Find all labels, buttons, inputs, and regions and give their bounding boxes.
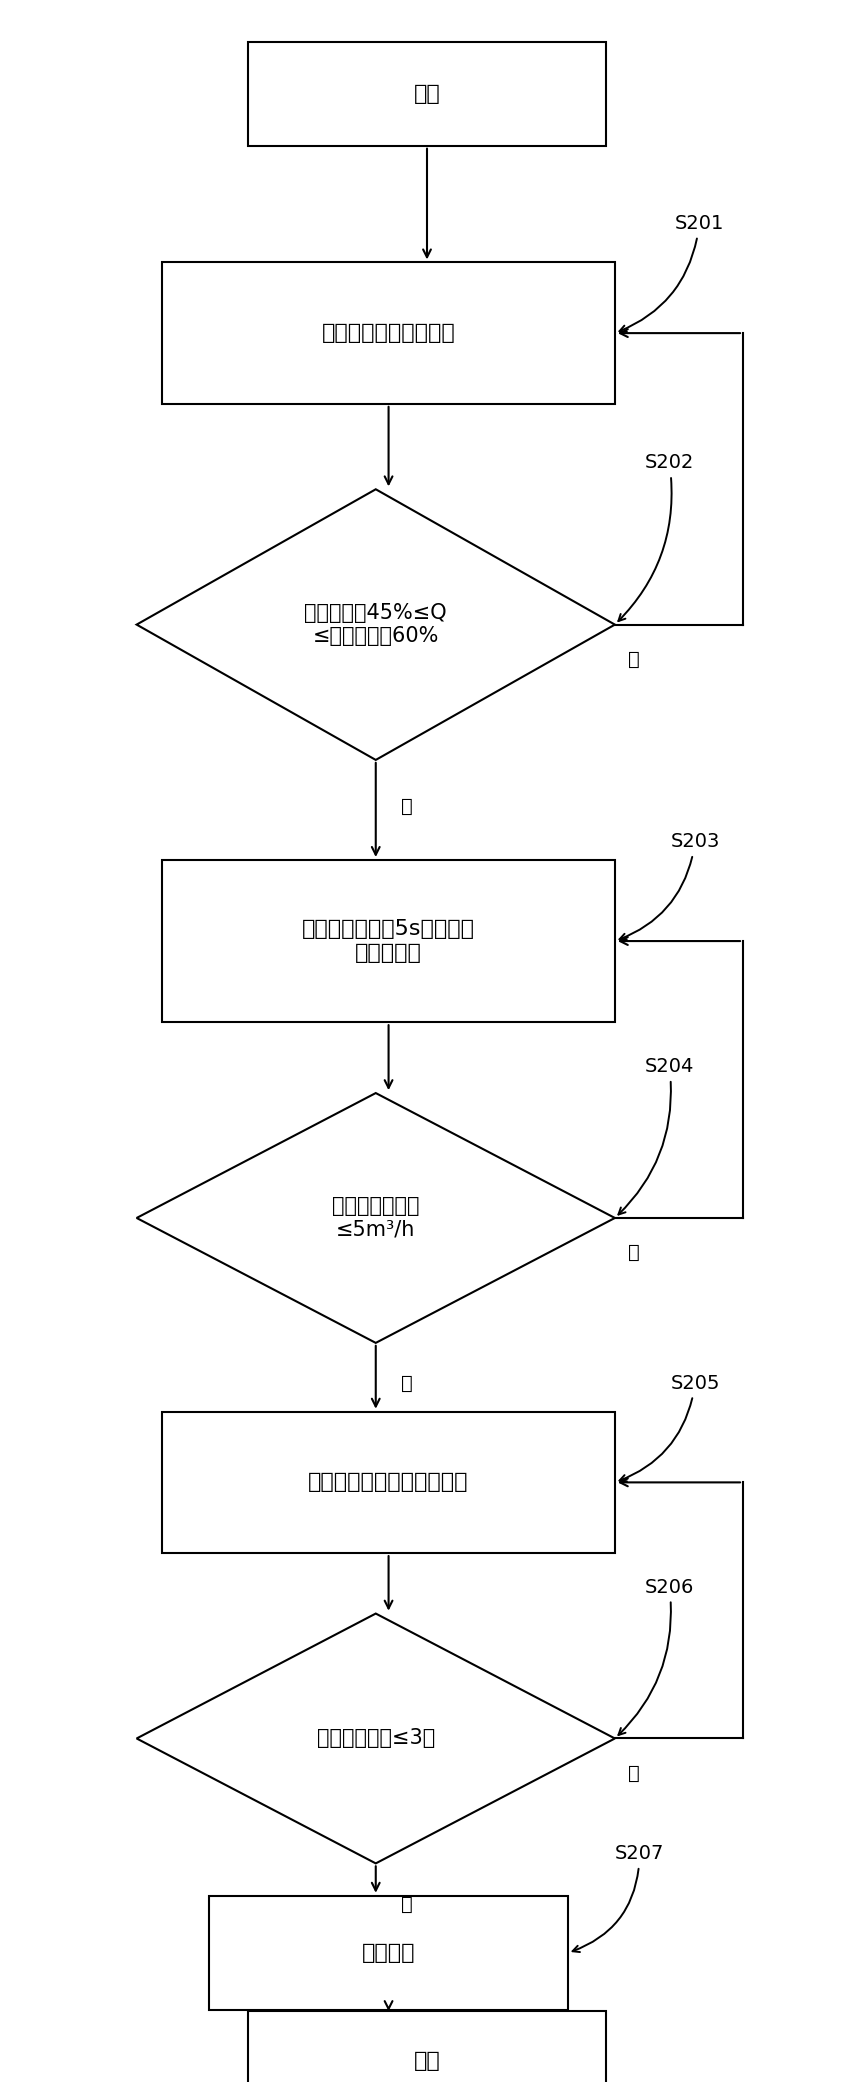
Text: 冷冻水流量变化
≤5m³/h: 冷冻水流量变化 ≤5m³/h <box>332 1197 419 1239</box>
Text: 机组停机次数≤3次: 机组停机次数≤3次 <box>316 1728 434 1749</box>
Polygon shape <box>136 489 614 760</box>
Text: 否: 否 <box>627 1763 639 1782</box>
Text: 是: 是 <box>401 1374 413 1393</box>
Text: S202: S202 <box>618 454 693 620</box>
Bar <box>162 262 614 404</box>
Text: 收集机组的冷冻水流量: 收集机组的冷冻水流量 <box>322 323 455 344</box>
Polygon shape <box>136 1093 614 1343</box>
Bar <box>162 1412 614 1553</box>
Text: 是: 是 <box>401 797 413 816</box>
Bar <box>162 860 614 1022</box>
Text: 机组开机: 机组开机 <box>362 1943 415 1963</box>
Text: S204: S204 <box>618 1058 693 1214</box>
Text: 否: 否 <box>627 650 639 668</box>
Text: 额定流量的45%≤Q
≤额定流量的60%: 额定流量的45%≤Q ≤额定流量的60% <box>304 604 447 645</box>
Text: 收集机组在最近5s内的冷冻
水流量变化: 收集机组在最近5s内的冷冻 水流量变化 <box>302 920 474 962</box>
Text: S201: S201 <box>618 214 723 331</box>
Text: 是: 是 <box>401 1895 413 1913</box>
Text: 否: 否 <box>627 1243 639 1262</box>
Text: 收集半小时内机组停机次数: 收集半小时内机组停机次数 <box>308 1472 468 1493</box>
Text: 开始: 开始 <box>413 83 440 104</box>
Bar <box>247 42 606 146</box>
Text: S207: S207 <box>572 1845 664 1953</box>
Text: 结束: 结束 <box>413 2051 440 2072</box>
Bar <box>247 2011 606 2082</box>
Text: S206: S206 <box>618 1578 693 1734</box>
Polygon shape <box>136 1614 614 1863</box>
Text: S203: S203 <box>618 833 719 941</box>
Text: S205: S205 <box>618 1374 719 1482</box>
Bar <box>209 1895 567 2011</box>
